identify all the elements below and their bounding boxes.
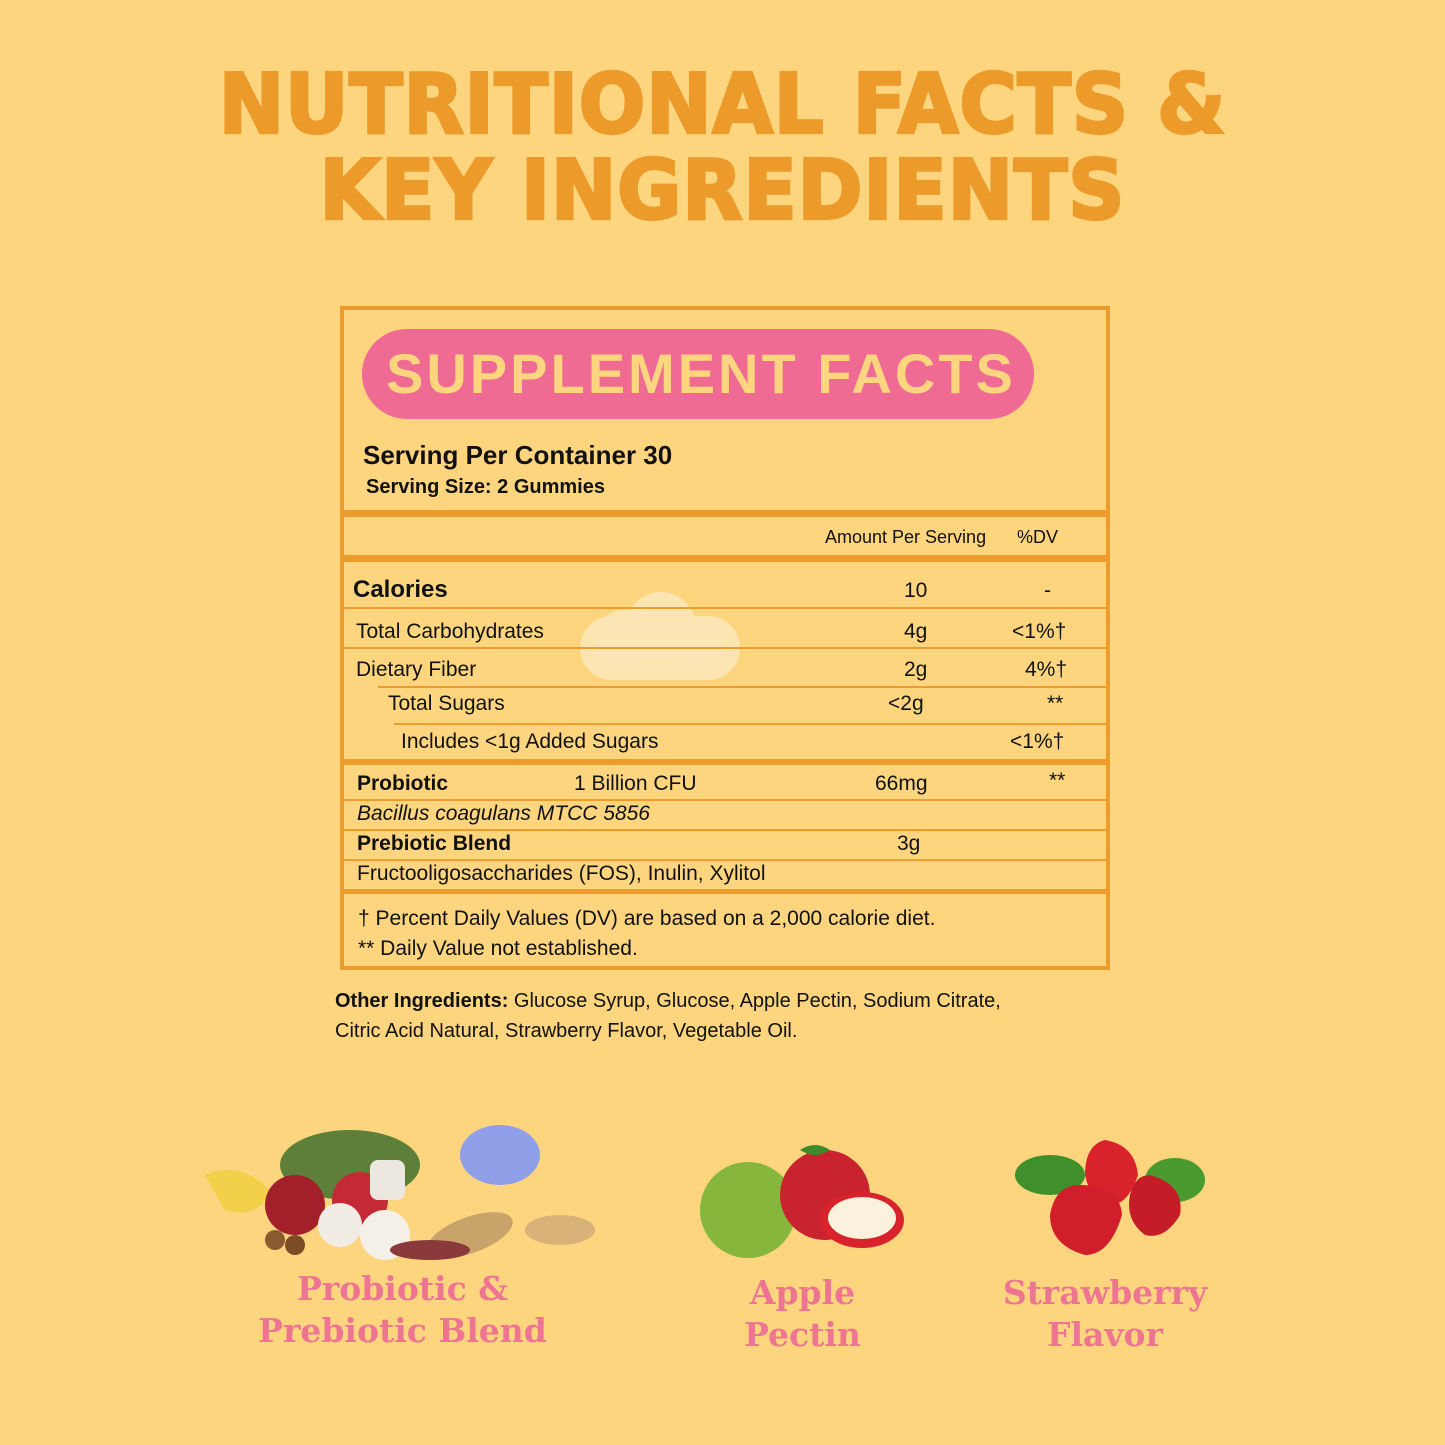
footnote-not-established: ** Daily Value not established. bbox=[358, 937, 638, 960]
label-line: Probiotic & bbox=[297, 1269, 508, 1308]
other-ingredients-text: Glucose Syrup, Glucose, Apple Pectin, So… bbox=[513, 990, 1001, 1012]
cloud-decoration bbox=[674, 620, 724, 670]
supplement-facts-panel: SUPPLEMENT FACTS Serving Per Container 3… bbox=[340, 306, 1110, 970]
probiotic-strain: Bacillus coagulans MTCC 5856 bbox=[357, 802, 650, 825]
row-amount: <2g bbox=[888, 692, 924, 715]
ingredient-label-probiotic: Probiotic & Prebiotic Blend bbox=[230, 1268, 575, 1352]
other-ingredients-label: Other Ingredients: bbox=[335, 990, 509, 1012]
other-ingredients-line-2: Citric Acid Natural, Strawberry Flavor, … bbox=[335, 1020, 798, 1042]
label-line: Apple bbox=[749, 1273, 856, 1312]
row-dv: <1%† bbox=[1012, 620, 1067, 643]
prebiotic-amount: 3g bbox=[897, 832, 921, 855]
row-dv: <1%† bbox=[1010, 730, 1065, 753]
row-amount: 10 bbox=[904, 579, 928, 602]
serving-size: Serving Size: 2 Gummies bbox=[366, 476, 605, 498]
row-amount: 4g bbox=[904, 620, 928, 643]
servings-per-container: Serving Per Container 30 bbox=[363, 440, 673, 470]
divider bbox=[344, 607, 1106, 609]
label-line: Flavor bbox=[1047, 1315, 1163, 1354]
ingredient-label-strawberry: Strawberry Flavor bbox=[990, 1272, 1220, 1356]
probiotic-prebiotic-foods-image bbox=[205, 1125, 595, 1260]
row-dv: 4%† bbox=[1025, 658, 1068, 681]
row-dv: - bbox=[1044, 579, 1051, 602]
probiotic-label: Probiotic bbox=[357, 772, 449, 795]
divider bbox=[344, 510, 1106, 517]
other-ingredients-line-1: Other Ingredients: Glucose Syrup, Glucos… bbox=[335, 990, 1001, 1013]
row-label: Includes <1g Added Sugars bbox=[401, 730, 659, 753]
divider bbox=[344, 829, 1106, 831]
column-amount-header: Amount Per Serving bbox=[825, 527, 987, 547]
cloud-decoration bbox=[594, 610, 654, 670]
divider bbox=[344, 759, 1106, 765]
probiotic-dv: ** bbox=[1049, 769, 1066, 792]
strawberry-image bbox=[1015, 1140, 1205, 1255]
row-label: Calories bbox=[353, 576, 448, 603]
headline-line-2: KEY INGREDIENTS bbox=[318, 142, 1126, 240]
column-dv-header: %DV bbox=[1017, 527, 1059, 547]
row-label: Total Sugars bbox=[388, 692, 505, 715]
divider bbox=[344, 889, 1106, 894]
divider bbox=[378, 686, 1106, 688]
probiotic-amount: 66mg bbox=[875, 772, 928, 795]
supplement-facts-banner: SUPPLEMENT FACTS bbox=[362, 329, 1034, 419]
prebiotic-label: Prebiotic Blend bbox=[357, 832, 512, 855]
apple-image bbox=[700, 1145, 904, 1258]
row-dv: ** bbox=[1047, 692, 1064, 715]
divider bbox=[344, 555, 1106, 562]
ingredient-label-apple-pectin: Apple Pectin bbox=[700, 1272, 905, 1356]
label-line: Prebiotic Blend bbox=[258, 1311, 547, 1350]
headline-line-1: NUTRITIONAL FACTS & bbox=[217, 56, 1227, 154]
row-label: Dietary Fiber bbox=[356, 658, 477, 681]
row-label: Total Carbohydrates bbox=[356, 620, 544, 643]
probiotic-cfu: 1 Billion CFU bbox=[574, 772, 697, 795]
footnote-dv: † Percent Daily Values (DV) are based on… bbox=[358, 907, 936, 930]
label-line: Strawberry bbox=[1002, 1273, 1208, 1312]
prebiotic-ingredients: Fructooligosaccharides (FOS), Inulin, Xy… bbox=[357, 862, 766, 885]
supplement-facts-title: SUPPLEMENT FACTS bbox=[386, 342, 1016, 405]
divider bbox=[394, 723, 1106, 725]
row-amount: 2g bbox=[904, 658, 928, 681]
label-line: Pectin bbox=[744, 1315, 861, 1354]
divider bbox=[344, 859, 1106, 861]
divider bbox=[344, 799, 1106, 801]
divider bbox=[344, 647, 1106, 649]
